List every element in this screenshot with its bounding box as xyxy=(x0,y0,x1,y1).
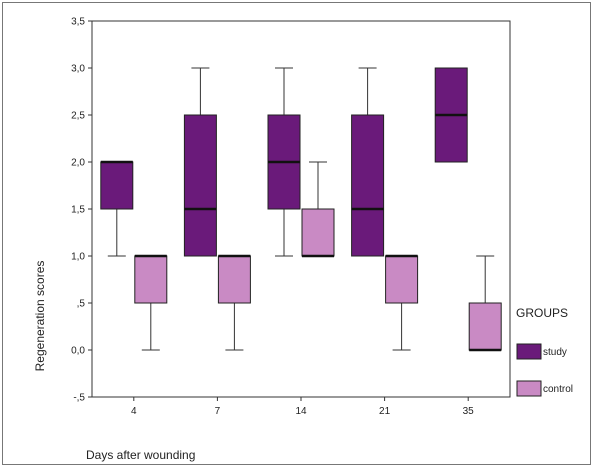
boxes-layer xyxy=(100,67,502,352)
y-tick-label: 3,5 xyxy=(71,17,85,28)
x-tick-label: 35 xyxy=(463,406,475,417)
box-iqr xyxy=(301,208,335,257)
legend-title: GROUPS xyxy=(516,306,568,320)
legend: GROUPS study control xyxy=(516,306,573,397)
y-tick-label: ,5 xyxy=(77,299,86,310)
box-iqr xyxy=(217,255,251,304)
y-tick-label: 0,0 xyxy=(71,346,85,357)
box-iqr xyxy=(183,114,217,257)
box-iqr xyxy=(100,161,134,210)
y-tick-label: 1,0 xyxy=(71,252,85,263)
box-iqr xyxy=(385,255,419,304)
x-tick-label: 7 xyxy=(215,406,221,417)
y-tick-label: 2,0 xyxy=(71,158,85,169)
box-iqr xyxy=(468,302,502,351)
legend-label: study xyxy=(543,347,567,358)
box-iqr xyxy=(134,255,168,304)
x-axis: 4 7 14 21 35 xyxy=(131,397,474,417)
box-study-21 xyxy=(351,67,385,257)
legend-label: control xyxy=(543,384,573,395)
y-tick-label: -,5 xyxy=(73,393,85,404)
box-control-4 xyxy=(134,254,168,351)
box-control-35 xyxy=(468,255,502,352)
box-study-4 xyxy=(100,160,134,257)
x-tick-label: 14 xyxy=(295,406,307,417)
x-tick-label: 21 xyxy=(379,406,391,417)
box-study-35 xyxy=(434,67,468,163)
y-tick-label: 2,5 xyxy=(71,111,85,122)
legend-swatch xyxy=(516,380,542,397)
legend-swatch xyxy=(516,343,542,360)
box-control-7 xyxy=(217,254,251,351)
box-control-21 xyxy=(385,254,419,351)
y-tick-label: 1,5 xyxy=(71,205,85,216)
legend-items: study control xyxy=(516,343,573,397)
box-study-14 xyxy=(267,67,301,257)
x-tick-label: 4 xyxy=(131,406,137,417)
box-iqr xyxy=(351,114,385,257)
figure-frame xyxy=(2,2,591,465)
x-axis-title: Days after wounding xyxy=(86,448,195,462)
legend-item-study: study xyxy=(516,343,567,360)
box-study-7 xyxy=(183,67,217,257)
box-control-14 xyxy=(301,161,335,258)
legend-item-control: control xyxy=(516,380,573,397)
y-tick-label: 3,0 xyxy=(71,64,85,75)
y-axis: 3,5 3,0 2,5 2,0 1,5 1,0 ,5 0,0 -,5 xyxy=(71,17,92,404)
y-axis-title: Regeneration scores xyxy=(33,261,47,372)
